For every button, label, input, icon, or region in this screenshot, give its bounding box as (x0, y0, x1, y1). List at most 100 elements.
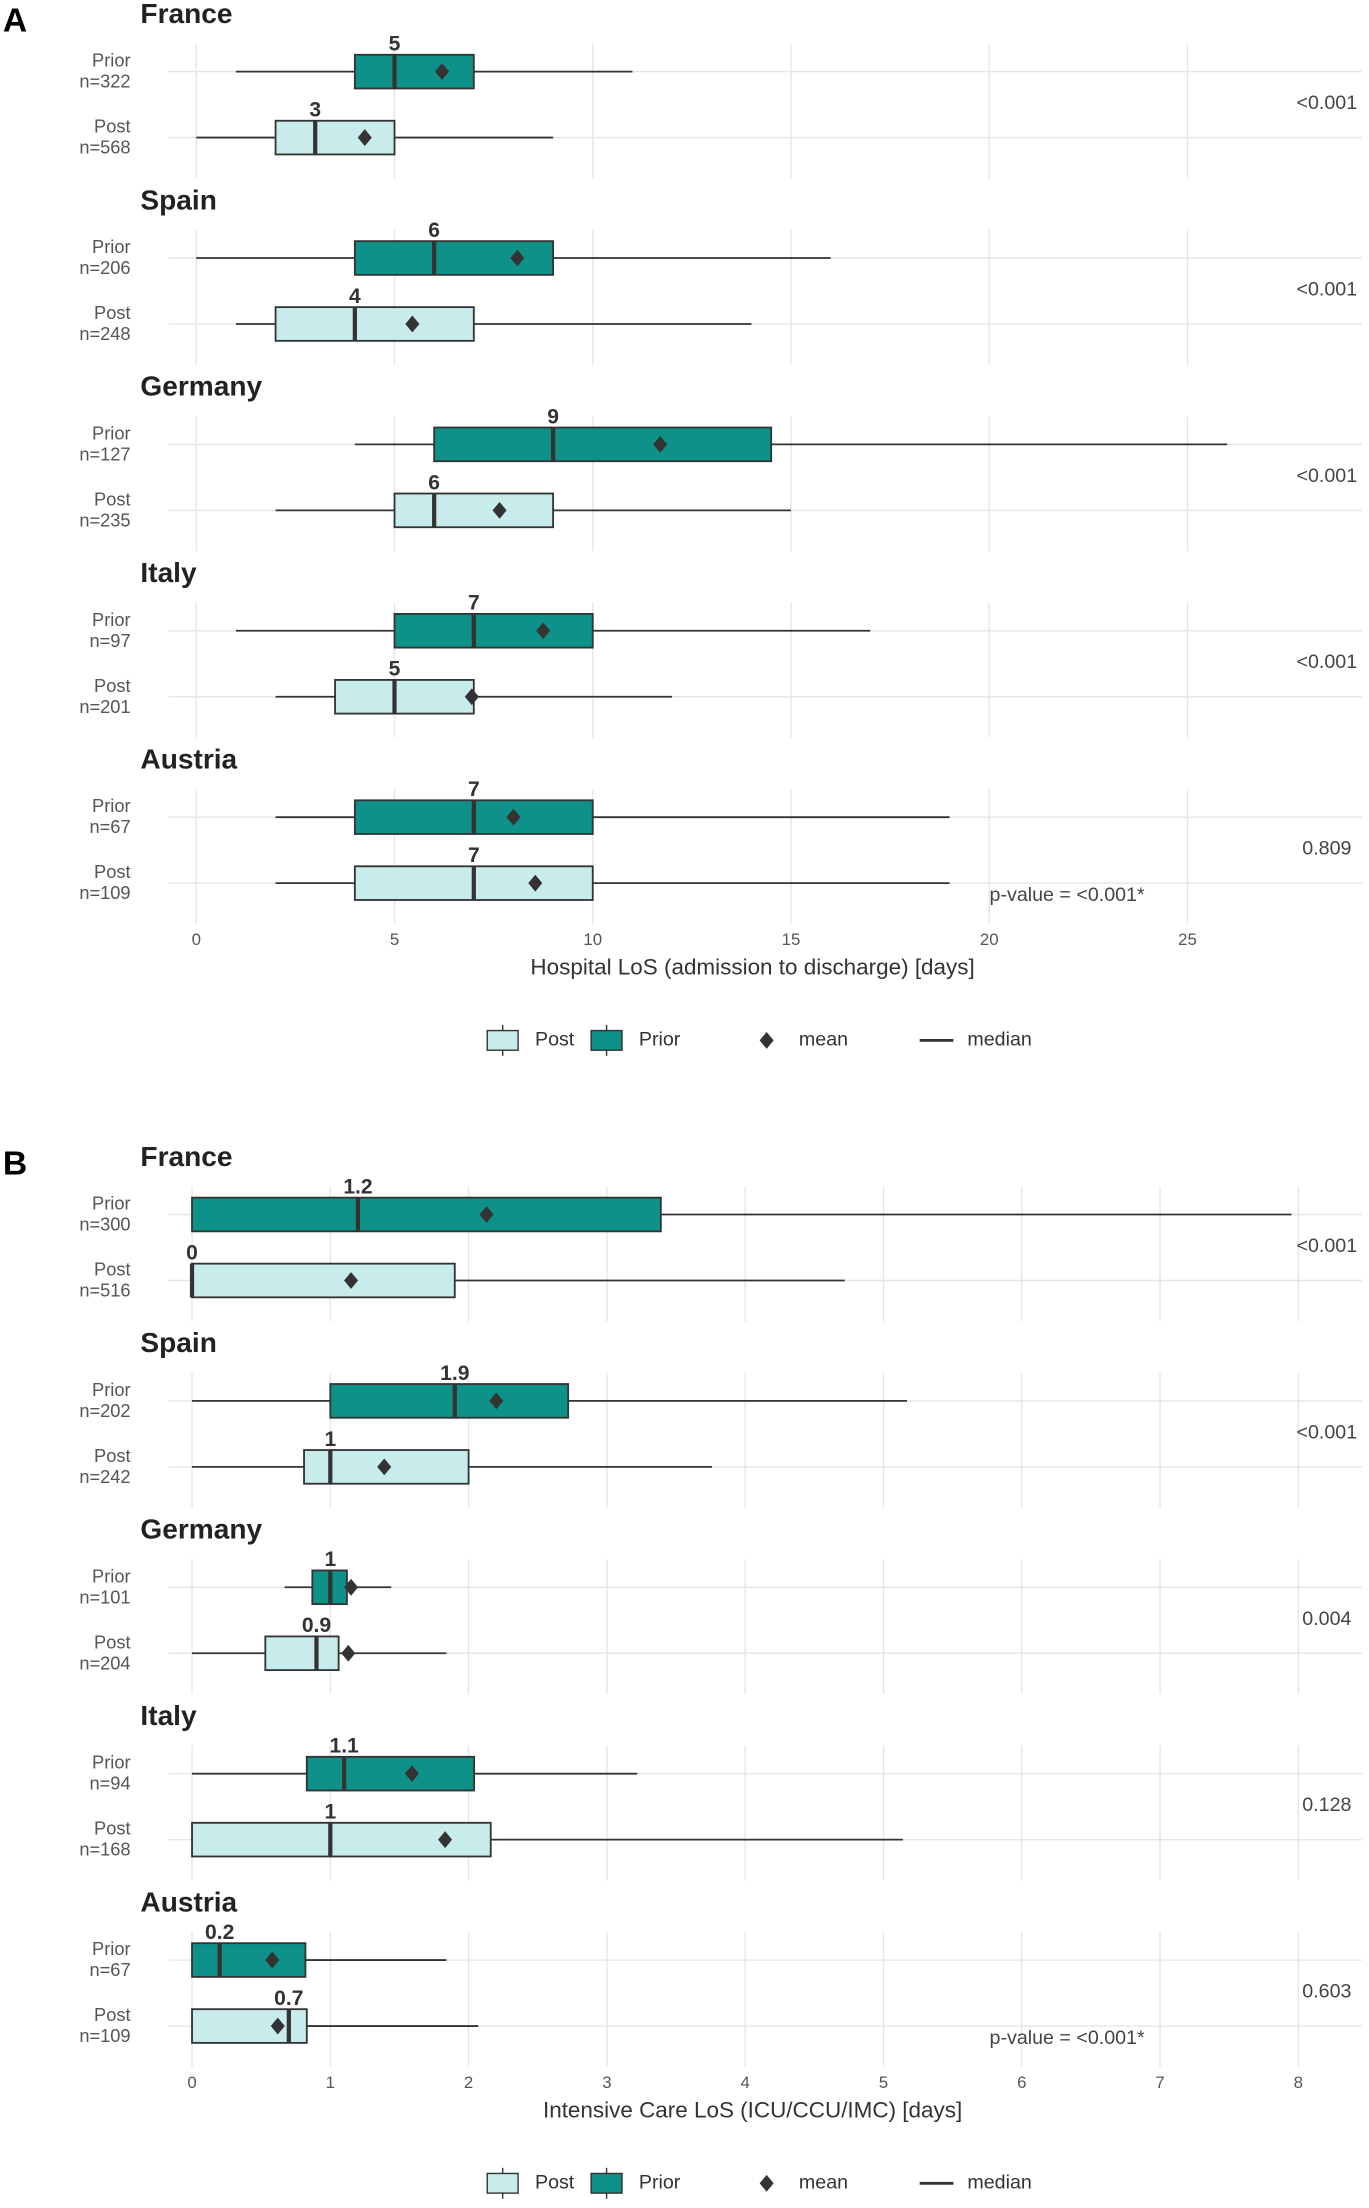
box (264, 1635, 340, 1672)
annotation: p-value = <0.001* (990, 2027, 1145, 2049)
row-label: Prior (92, 609, 131, 630)
x-tick-label: 5 (390, 930, 399, 949)
facet-title: Germany (140, 371, 262, 402)
box (305, 1755, 476, 1792)
row-label: Prior (92, 1752, 131, 1773)
legend-label: Post (535, 2171, 575, 2193)
facet-title: Austria (140, 1886, 237, 1917)
median-label: 1 (324, 1428, 336, 1451)
p-value: <0.001 (1297, 278, 1358, 300)
row-n: n=516 (79, 1280, 130, 1301)
row-n: n=322 (79, 71, 130, 92)
median-label: 1 (324, 1801, 336, 1824)
row-label: Post (94, 1818, 131, 1839)
row-n: n=67 (89, 816, 130, 837)
p-value: <0.001 (1297, 1235, 1358, 1257)
mean-marker (377, 1458, 392, 1476)
row-n: n=206 (79, 257, 130, 278)
x-tick-label: 4 (741, 2073, 750, 2092)
mean-marker (653, 435, 668, 453)
row-label: Prior (92, 236, 131, 257)
row-n: n=127 (79, 443, 130, 464)
row-label: Post (94, 488, 131, 509)
row-label: Post (94, 861, 131, 882)
mean-marker (528, 874, 543, 892)
p-value: <0.001 (1297, 1421, 1358, 1443)
facet-title: Austria (140, 743, 237, 774)
box (274, 306, 475, 342)
row-n: n=109 (79, 882, 130, 903)
box (274, 119, 396, 156)
mean-marker (438, 1831, 453, 1849)
median-label: 1 (324, 1548, 336, 1571)
median-label: 1.2 (343, 1175, 372, 1198)
row-label: Post (94, 1445, 131, 1466)
median-label: 9 (547, 405, 559, 428)
legend-label: median (967, 1029, 1031, 1051)
p-value: <0.001 (1297, 465, 1358, 487)
mean-marker (492, 501, 507, 519)
box (433, 426, 773, 463)
legend-label: mean (799, 2171, 848, 2193)
mean-marker (479, 1206, 494, 1223)
median-label: 1.1 (330, 1735, 360, 1758)
x-tick-label: 15 (782, 930, 801, 949)
box (191, 1196, 662, 1233)
median-label: 0.2 (205, 1921, 234, 1944)
row-n: n=300 (79, 1214, 130, 1235)
row-n: n=67 (89, 1959, 130, 1980)
mean-marker (405, 315, 420, 333)
panel-label: A (3, 2, 27, 39)
legend-swatch (590, 1029, 623, 1051)
median-label: 5 (389, 32, 401, 55)
row-n: n=94 (89, 1773, 130, 1794)
mean-marker (510, 249, 525, 267)
x-tick-label: 2 (464, 2073, 473, 2092)
row-label: Prior (92, 1379, 131, 1400)
x-tick-label: 5 (879, 2073, 888, 2092)
mean-marker (344, 1272, 359, 1289)
median-label: 5 (389, 658, 401, 681)
median-label: 6 (428, 219, 440, 242)
facet-title: Italy (140, 1700, 197, 1731)
median-label: 6 (428, 471, 440, 494)
x-axis-label: Intensive Care LoS (ICU/CCU/IMC) [days] (543, 2098, 962, 2123)
mean-marker (435, 63, 450, 81)
p-value: <0.001 (1297, 651, 1358, 673)
mean-marker (404, 1765, 419, 1783)
mean-marker (536, 622, 551, 640)
x-tick-label: 7 (1155, 2073, 1164, 2092)
facet-title: France (140, 1141, 232, 1172)
facet-title: Germany (140, 1514, 262, 1545)
legend-swatch (486, 1029, 519, 1051)
row-n: n=235 (79, 509, 130, 530)
x-tick-label: 0 (192, 930, 201, 949)
p-value: 0.603 (1302, 1981, 1351, 2003)
x-tick-label: 3 (602, 2073, 611, 2092)
legend-swatch (590, 2172, 623, 2194)
box (191, 1262, 456, 1299)
row-n: n=168 (79, 1839, 130, 1860)
legend-label: Prior (639, 1029, 681, 1051)
legend-mean (759, 2174, 774, 2192)
row-n: n=242 (79, 1466, 130, 1487)
row-n: n=248 (79, 323, 130, 344)
median-label: 7 (468, 844, 480, 867)
row-label: Post (94, 1258, 131, 1279)
x-tick-label: 8 (1294, 2073, 1303, 2092)
row-label: Prior (92, 1192, 131, 1213)
median-label: 0.9 (302, 1614, 331, 1637)
p-value: <0.001 (1297, 92, 1358, 114)
box (353, 53, 475, 90)
row-label: Prior (92, 422, 131, 443)
median-label: 3 (309, 98, 321, 121)
annotation: p-value = <0.001* (990, 884, 1145, 906)
x-axis-label: Hospital LoS (admission to discharge) [d… (530, 955, 974, 980)
x-tick-label: 0 (187, 2073, 196, 2092)
legend-mean (759, 1031, 774, 1049)
mean-marker (341, 1644, 356, 1662)
median-label: 7 (468, 592, 480, 615)
row-n: n=109 (79, 2025, 130, 2046)
box (329, 1383, 570, 1419)
box (393, 492, 555, 529)
